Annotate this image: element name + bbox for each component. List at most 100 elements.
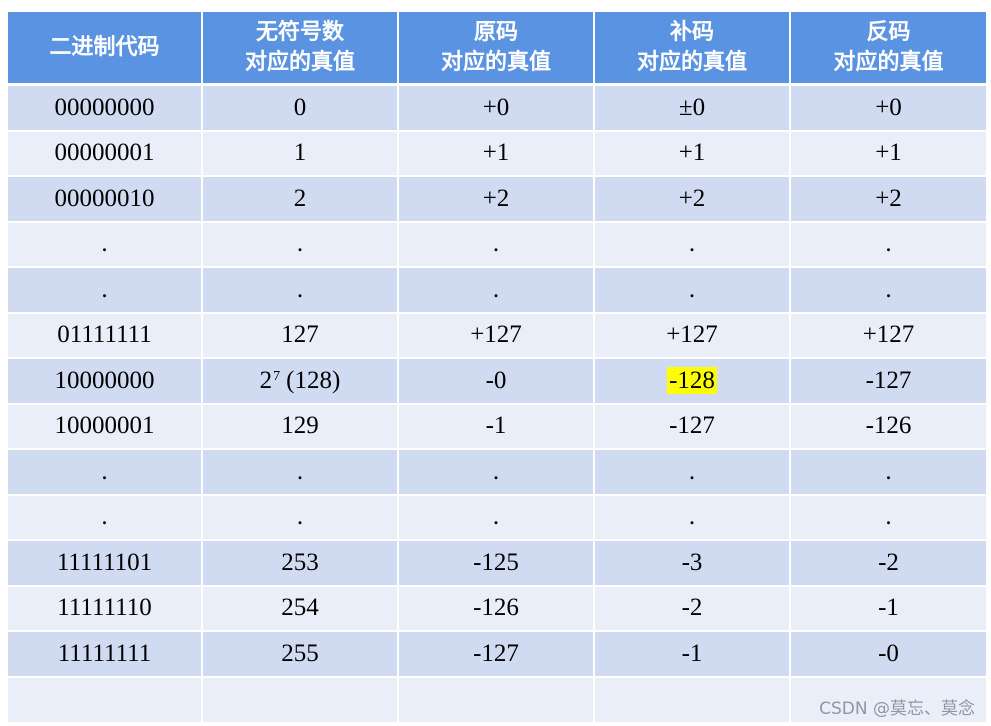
cell-sign-magnitude-value: . [399, 450, 595, 496]
cell-unsigned-value: 27 (128) [203, 359, 399, 405]
cell-unsigned-value: 129 [203, 404, 399, 450]
cell-twos-complement-value: . [595, 268, 791, 314]
cell-sign-magnitude-value: . [399, 268, 595, 314]
cell-ones-complement-value [791, 677, 986, 722]
table-row: ..... [8, 450, 986, 496]
cell-unsigned-value: 2 [203, 177, 399, 223]
header-ones-complement-value: 反码 对应的真值 [791, 12, 986, 86]
header-text-line: 无符号数 [255, 19, 344, 45]
table-row: 00000000 0 +0 ±0 +0 [8, 86, 986, 132]
cell-sign-magnitude-value: +127 [399, 313, 595, 359]
cell-ones-complement-value: -1 [791, 586, 986, 632]
cell-twos-complement-value: -128 [595, 359, 791, 405]
table-row: 01111111 127 +127 +127 +127 [8, 313, 986, 359]
cell-twos-complement-value [595, 677, 791, 722]
cell-twos-complement-value: -127 [595, 404, 791, 450]
power-decimal: (128) [286, 366, 341, 394]
cell-sign-magnitude-value: -125 [399, 541, 595, 587]
cell-twos-complement-value: +127 [595, 313, 791, 359]
cell-unsigned-value: 0 [203, 86, 399, 132]
table-body: 00000000 0 +0 ±0 +0 00000001 1 +1 +1 +1 00000010 2 +… [8, 86, 986, 722]
cell-sign-magnitude-value: -126 [399, 586, 595, 632]
cell-binary-code: 10000001 [8, 404, 203, 450]
cell-ones-complement-value: -2 [791, 541, 986, 587]
table-row: 00000010 2 +2 +2 +2 [8, 177, 986, 223]
header-text-line: 对应的真值 [440, 49, 551, 75]
cell-ones-complement-value: -0 [791, 632, 986, 678]
cell-unsigned-value: . [203, 222, 399, 268]
cell-sign-magnitude-value: +1 [399, 131, 595, 177]
watermark-text: CSDN @莫忘、莫念 [819, 699, 975, 719]
cell-binary-code: 00000010 [8, 177, 203, 223]
cell-sign-magnitude-value: -0 [399, 359, 595, 405]
cell-ones-complement-value: +0 [791, 86, 986, 132]
cell-binary-code: . [8, 222, 203, 268]
cell-binary-code: . [8, 450, 203, 496]
cell-binary-code: 01111111 [8, 313, 203, 359]
cell-sign-magnitude-value: +2 [399, 177, 595, 223]
cell-twos-complement-value: ±0 [595, 86, 791, 132]
table-row: 10000000 27 (128) -0 -128 -127 [8, 359, 986, 405]
cell-unsigned-value: . [203, 268, 399, 314]
cell-twos-complement-value: -1 [595, 632, 791, 678]
header-text-line: 二进制代码 [49, 34, 160, 60]
header-sign-magnitude-value: 原码 对应的真值 [399, 12, 595, 86]
truth-value-table: 二进制代码 无符号数 对应的真值 原码 对应的真值 补码 对应的真值 反码 对应的真值 0000… [8, 12, 986, 722]
table-row: ..... [8, 268, 986, 314]
cell-ones-complement-value: . [791, 268, 986, 314]
cell-binary-code: 11111101 [8, 541, 203, 587]
cell-twos-complement-value: +1 [595, 131, 791, 177]
cell-binary-code: 00000000 [8, 86, 203, 132]
cell-ones-complement-value: -126 [791, 404, 986, 450]
table-row: 11111111 255 -127 -1 -0 [8, 632, 986, 678]
power-base: 2 [259, 366, 273, 394]
header-row: 二进制代码 无符号数 对应的真值 原码 对应的真值 补码 对应的真值 反码 对应的真值 [8, 12, 986, 86]
cell-binary-code: 00000001 [8, 131, 203, 177]
cell-sign-magnitude-value: -1 [399, 404, 595, 450]
power-exponent: 7 [273, 368, 281, 384]
cell-ones-complement-value: +127 [791, 313, 986, 359]
cell-twos-complement-value: -3 [595, 541, 791, 587]
cell-ones-complement-value: . [791, 450, 986, 496]
cell-binary-code: 11111110 [8, 586, 203, 632]
table-row: ..... [8, 222, 986, 268]
table-row: ..... [8, 495, 986, 541]
cell-sign-magnitude-value [399, 677, 595, 722]
cell-unsigned-value: 255 [203, 632, 399, 678]
cell-sign-magnitude-value: -127 [399, 632, 595, 678]
cell-sign-magnitude-value: +0 [399, 86, 595, 132]
cell-sign-magnitude-value: . [399, 222, 595, 268]
cell-unsigned-value: . [203, 495, 399, 541]
cell-twos-complement-value: +2 [595, 177, 791, 223]
header-unsigned-value: 无符号数 对应的真值 [203, 12, 399, 86]
cell-binary-code [8, 677, 203, 722]
cell-binary-code: . [8, 495, 203, 541]
cell-binary-code: 10000000 [8, 359, 203, 405]
cell-unsigned-value: 254 [203, 586, 399, 632]
table-row: 11111101 253 -125 -3 -2 [8, 541, 986, 587]
cell-unsigned-value: 253 [203, 541, 399, 587]
highlighted-value: -128 [667, 366, 717, 394]
header-text-line: 对应的真值 [636, 49, 747, 75]
header-binary-code: 二进制代码 [8, 12, 203, 86]
header-text-line: 对应的真值 [833, 49, 944, 75]
header-text-line: 反码 [866, 19, 911, 45]
header-twos-complement-value: 补码 对应的真值 [595, 12, 791, 86]
table-row: 11111110 254 -126 -2 -1 [8, 586, 986, 632]
cell-unsigned-value: 1 [203, 131, 399, 177]
header-text-line: 补码 [669, 19, 714, 45]
table-row [8, 677, 986, 722]
cell-twos-complement-value: . [595, 222, 791, 268]
cell-unsigned-value: . [203, 450, 399, 496]
header-text-line: 原码 [473, 19, 518, 45]
cell-ones-complement-value: +2 [791, 177, 986, 223]
cell-binary-code: . [8, 268, 203, 314]
cell-binary-code: 11111111 [8, 632, 203, 678]
cell-ones-complement-value: +1 [791, 131, 986, 177]
cell-unsigned-value [203, 677, 399, 722]
cell-ones-complement-value: -127 [791, 359, 986, 405]
cell-twos-complement-value: . [595, 450, 791, 496]
table-header: 二进制代码 无符号数 对应的真值 原码 对应的真值 补码 对应的真值 反码 对应的真值 [8, 12, 986, 86]
cell-ones-complement-value: . [791, 222, 986, 268]
header-text-line: 对应的真值 [244, 49, 355, 75]
